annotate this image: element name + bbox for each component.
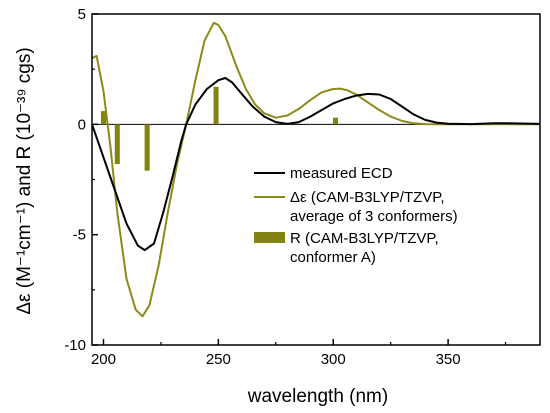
y-tick-label: -10 bbox=[64, 337, 86, 354]
r-bar bbox=[213, 86, 219, 125]
x-tick-label: 250 bbox=[206, 351, 231, 368]
legend-swatch-bar bbox=[254, 232, 285, 243]
x-tick-label: 300 bbox=[321, 351, 346, 368]
legend: measured ECD Δε (CAM-B3LYP/TZVP, average o… bbox=[254, 165, 458, 266]
x-tick-label: 200 bbox=[91, 351, 116, 368]
legend-label: Δε (CAM-B3LYP/TZVP, bbox=[290, 189, 445, 206]
legend-label: conformer A) bbox=[290, 249, 376, 266]
y-tick-label: 5 bbox=[78, 6, 86, 23]
calculated-delta-epsilon-line bbox=[91, 21, 540, 318]
r-bar bbox=[114, 124, 120, 165]
legend-label: measured ECD bbox=[290, 165, 393, 182]
r-bar bbox=[144, 124, 150, 171]
x-axis-title: wavelength (nm) bbox=[247, 386, 388, 407]
legend-label: average of 3 conformers) bbox=[290, 208, 458, 225]
y-axis-title: Δε (M⁻¹cm⁻¹) and R (10⁻³⁹ cgs) bbox=[14, 47, 35, 314]
r-bar bbox=[333, 117, 339, 125]
y-tick-label: -5 bbox=[73, 227, 86, 244]
x-tick-label: 350 bbox=[436, 351, 461, 368]
r-bar bbox=[100, 111, 107, 125]
y-tick-label: 0 bbox=[78, 116, 86, 133]
legend-label: R (CAM-B3LYP/TZVP, bbox=[290, 230, 439, 247]
measured-ecd-line bbox=[91, 77, 541, 252]
